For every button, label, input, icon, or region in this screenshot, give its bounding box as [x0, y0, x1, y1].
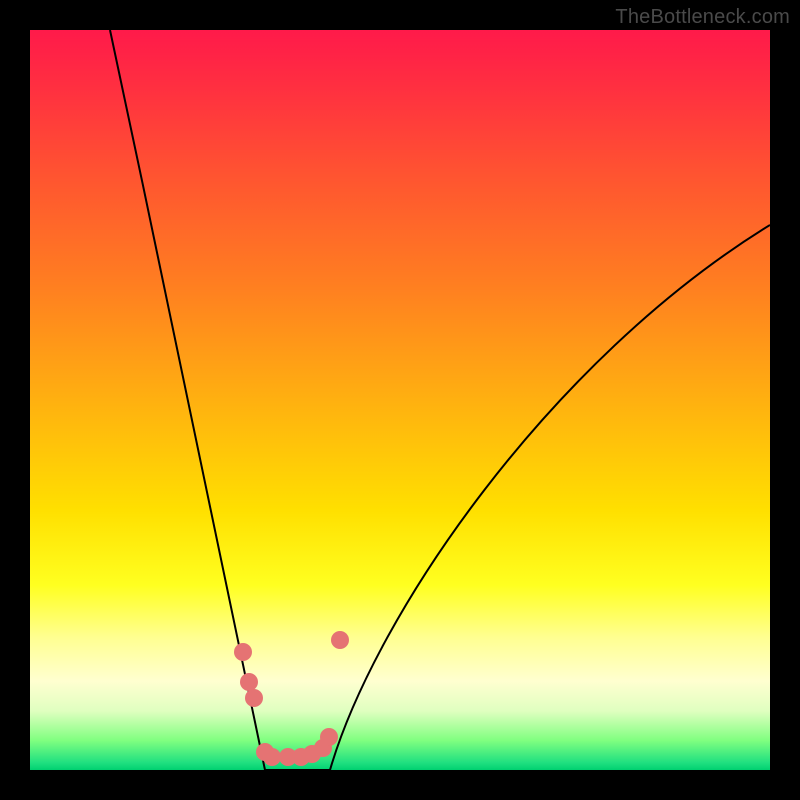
plot-area: [30, 30, 770, 770]
watermark-text: TheBottleneck.com: [615, 6, 790, 29]
